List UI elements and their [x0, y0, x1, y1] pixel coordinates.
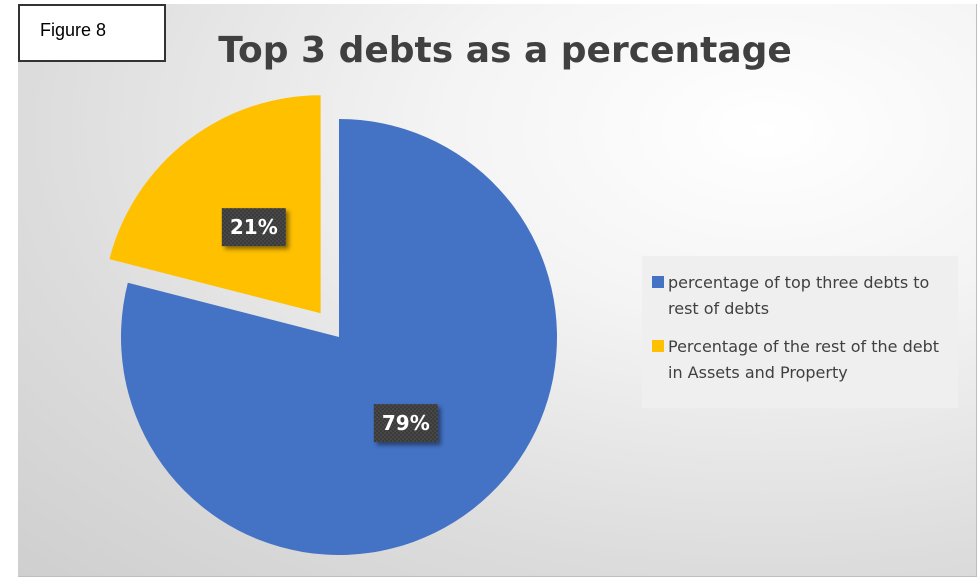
figure-label: Figure 8 — [40, 20, 107, 40]
data-label-0: 79% — [373, 404, 438, 443]
legend-swatch-0 — [652, 276, 664, 288]
legend-item-1: Percentage of the rest of the debt in As… — [652, 334, 958, 386]
pie-slice-1 — [109, 95, 321, 314]
legend-label-1: Percentage of the rest of the debt in As… — [668, 337, 939, 382]
legend-label-0: percentage of top three debts to rest of… — [668, 273, 930, 318]
legend-item-0: percentage of top three debts to rest of… — [652, 270, 958, 322]
figure-label-box: Figure 8 — [18, 4, 166, 62]
data-label-bg-1 — [221, 208, 286, 247]
data-label-text-0: 79% — [382, 411, 430, 435]
pie-slice-0 — [121, 119, 557, 555]
chart-title: Top 3 debts as a percentage — [218, 30, 792, 71]
data-label-bg-0 — [373, 404, 438, 443]
data-label-1: 21% — [221, 208, 286, 247]
legend: percentage of top three debts to rest of… — [642, 256, 958, 408]
data-label-text-1: 21% — [230, 215, 278, 239]
legend-swatch-1 — [652, 340, 664, 352]
